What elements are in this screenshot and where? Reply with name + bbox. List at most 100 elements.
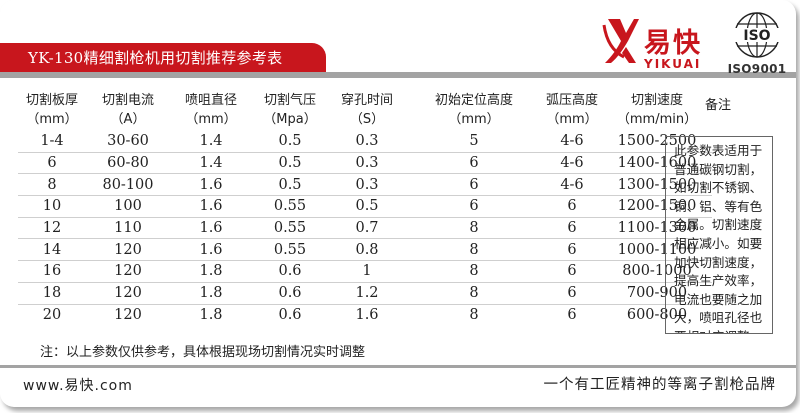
table-cell: 120	[86, 282, 170, 305]
table-cell: 600-800	[626, 306, 688, 323]
column-header-label: 切割气压	[263, 93, 316, 108]
table-cell: 0.6	[278, 306, 302, 323]
table-cell: 4-6	[542, 152, 602, 175]
table-cell: 0.6	[252, 260, 328, 283]
table-cell: 8	[406, 217, 542, 240]
column-header-unit: （S）	[349, 112, 385, 127]
table-cell: 1.6	[170, 217, 252, 240]
remark-line: 提高生产效率，	[674, 273, 763, 289]
table-cell: 100	[86, 195, 170, 218]
table-row: 16 120 1.8 0.6 1 8 6 800-1000	[18, 260, 712, 283]
table-cell: 20	[42, 306, 62, 323]
iso-label: ISO9001	[727, 62, 787, 76]
remark-line: 普通碳钢切割，	[674, 161, 763, 177]
column-header-label: 穿孔时间	[340, 93, 393, 108]
table-cell: 8	[469, 306, 479, 323]
remark-line: 金属。切割速度	[674, 217, 763, 233]
table-cell: 120	[114, 306, 142, 323]
table-cell: 0.5	[252, 173, 328, 197]
table-cell: 6	[406, 152, 542, 175]
table-cell: 1200-1500	[602, 195, 712, 218]
table-row: 20 120 1.8 0.6 1.6 8 6 600-800	[18, 304, 712, 325]
table-cell: 0.55	[252, 238, 328, 262]
table-cell: 0.55	[252, 195, 328, 218]
table-cell: 1.6	[170, 195, 252, 218]
table-cell: 700-900	[602, 282, 712, 305]
table-cell: 6	[542, 260, 602, 283]
table-row: 14 120 1.6 0.55 0.8 8 6 1000-1100	[18, 238, 712, 262]
column-header-label: 初始定位高度	[434, 93, 513, 108]
footnote: 注：以上参数仅供参考，具体根据现场切割情况实时调整	[40, 345, 366, 360]
brand-logo: 易快 YIKUAI	[602, 17, 722, 73]
column-header: 切割速度 （mm/min）	[602, 91, 712, 131]
table-cell: 6	[18, 152, 86, 175]
table-cell: 1.4	[170, 152, 252, 175]
table-cell: 0.5	[328, 195, 406, 218]
table-cell: 1300-1500	[602, 173, 712, 197]
table-cell: 1.6	[355, 306, 379, 323]
iso-globe-icon: ISO	[729, 12, 785, 58]
iso-certification-badge: ISO ISO9001	[727, 10, 787, 80]
column-header-label: 切割速度	[630, 93, 683, 108]
table-cell: 1.6	[170, 238, 252, 262]
column-header-unit: （mm）	[26, 112, 78, 127]
remark-line: 大，喷咀孔径也	[674, 310, 763, 326]
table-cell: 60-80	[86, 152, 170, 175]
header-divider	[0, 72, 796, 78]
table-cell: 1.6	[170, 173, 252, 197]
table-row: 1-4 30-60 1.4 0.5 0.3 5 4-6 1500-2500	[18, 131, 712, 153]
remark-line: 此参数表适用于	[674, 143, 763, 158]
table-header-row: 切割板厚 （mm） 切割电流 （A） 喷咀直径 （mm） 切割气压 （Mpa） 穿孔时间 （S） 初…	[18, 91, 712, 131]
column-header-unit: （mm）	[448, 112, 500, 127]
table-cell: 110	[86, 217, 170, 240]
table-cell: 30-60	[86, 131, 170, 153]
table-row: 18 120 1.8 0.6 1.2 8 6 700-900	[18, 282, 712, 305]
column-header-label: 切割电流	[101, 93, 154, 108]
table-cell: 1400-1600	[602, 152, 712, 175]
table-cell: 0.5	[252, 131, 328, 153]
footer-divider	[0, 365, 796, 368]
table-cell: 80-100	[86, 173, 170, 197]
column-header: 切割电流 （A）	[86, 91, 170, 131]
table-cell: 1.8	[170, 260, 252, 283]
table-cell: 4-6	[542, 131, 602, 153]
table-cell: 0.6	[252, 282, 328, 305]
table-cell: 0.55	[252, 217, 328, 240]
table-row: 8 80-100 1.6 0.5 0.3 6 4-6 1300-1500	[18, 173, 712, 197]
table-cell: 120	[86, 260, 170, 283]
column-header: 弧压高度 （mm）	[542, 91, 602, 131]
table-cell: 10	[18, 195, 86, 218]
table-cell: 14	[18, 238, 86, 262]
column-header-label: 弧压高度	[545, 93, 598, 108]
table-cell: 800-1000	[602, 260, 712, 283]
remarks-header: 备注	[704, 98, 731, 113]
table-cell: 6	[406, 195, 542, 218]
table-cell: 12	[18, 217, 86, 240]
table-cell: 1000-1100	[602, 238, 712, 262]
column-header-label: 切割板厚	[25, 93, 78, 108]
table-cell: 0.3	[328, 131, 406, 153]
column-header-unit: （mm）	[185, 112, 237, 127]
iso-logo-text: ISO	[743, 28, 770, 44]
table-row: 6 60-80 1.4 0.5 0.3 6 4-6 1400-1600	[18, 152, 712, 175]
remark-line: 电流也要随之加	[674, 291, 763, 307]
table-cell: 6	[406, 173, 542, 197]
table-cell: 0.3	[328, 152, 406, 175]
table-cell: 0.7	[328, 217, 406, 240]
table-cell: 6	[542, 282, 602, 305]
column-header: 切割板厚 （mm）	[18, 91, 86, 131]
table-body: 1-4 30-60 1.4 0.5 0.3 5 4-6 1500-2500 6 60-80 1.4 0…	[18, 131, 712, 325]
table-cell: 8	[18, 173, 86, 197]
brand-name: 易快	[644, 28, 702, 59]
remark-line: 如切割不锈钢、	[674, 180, 763, 196]
column-header-unit: （Mpa）	[263, 112, 317, 127]
brand-pinyin: YIKUAI	[644, 57, 702, 71]
table-cell: 8	[406, 282, 542, 305]
table-cell: 6	[567, 306, 577, 323]
table-cell: 0.3	[328, 173, 406, 197]
table-cell: 1.2	[328, 282, 406, 305]
parameter-table: 切割板厚 （mm） 切割电流 （A） 喷咀直径 （mm） 切割气压 （Mpa） 穿孔时间 （S） 初…	[18, 91, 712, 325]
table-cell: 16	[18, 260, 86, 283]
column-header-label: 喷咀直径	[184, 93, 237, 108]
